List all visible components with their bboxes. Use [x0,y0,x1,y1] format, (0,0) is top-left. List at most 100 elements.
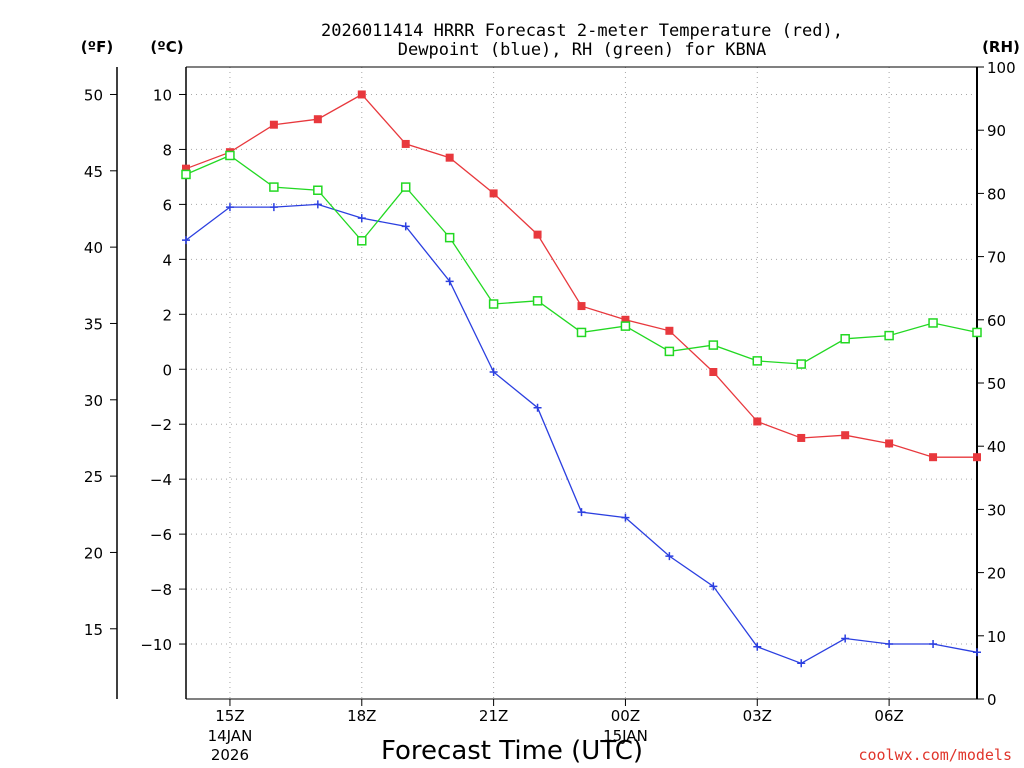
celsius-tick-label: 4 [162,251,172,269]
dewpoint-point-1 [225,203,234,212]
fahrenheit-tick-label: 45 [84,163,103,181]
celsius-unit-label: (ºC) [150,38,183,56]
rh-tick-label: 20 [987,565,1006,583]
dewpoint-point-8 [533,403,542,412]
celsius-tick-label: 2 [162,306,172,324]
celsius-tick-label: −2 [150,416,172,434]
fahrenheit-tick-label: 50 [84,86,103,104]
rh-point-7 [488,299,499,309]
temperature-point-4 [357,90,366,99]
celsius-tick-label: −4 [150,471,172,489]
temperature-point-14 [797,433,806,442]
rh-point-10 [620,321,631,331]
temperature-point-15 [841,431,850,440]
temperature-point-16 [885,439,894,448]
x-axis-title: Forecast Time (UTC) [381,736,643,766]
dewpoint-point-16 [885,640,894,649]
fahrenheit-tick-label: 40 [84,239,103,257]
rh-tick-label: 60 [987,312,1006,330]
rh-point-6 [444,232,455,243]
rh-tick-label: 40 [987,438,1006,456]
rh-tick-label: 90 [987,122,1006,140]
rh-tick-label: 100 [987,59,1016,77]
axes: −10 −8 −6 −4 −2 0 2 4 6 8 10 15 20 25 30 35 40 45 50 0 10 20 3… [84,59,1016,764]
dewpoint-point-17 [929,640,938,649]
x-tick-date: 14JAN [208,727,253,745]
dewpoint-point-12 [709,582,718,591]
source-credit: coolwx.com/models [858,746,1012,764]
rh-point-9 [576,327,587,338]
temperature-point-10 [621,315,630,324]
temperature-point-2 [269,120,278,129]
rh-tick-label: 80 [987,185,1006,203]
chart-title-line-1: 2026011414 HRRR Forecast 2-meter Tempera… [321,21,843,41]
temperature-point-12 [709,368,718,377]
temperature-point-8 [533,230,542,239]
x-tick-label: 21Z [479,707,508,725]
dewpoint-point-18 [973,648,981,657]
temperature-point-0 [182,164,190,173]
fahrenheit-tick-label: 30 [84,392,103,410]
dewpoint-point-11 [665,552,674,561]
temperature-series-line [185,93,977,458]
dewpoint-point-6 [445,277,454,286]
celsius-tick-label: 10 [153,86,172,104]
chart-title-line-2: Dewpoint (blue), RH (green) for KBNA [398,40,766,60]
rh-point-15 [840,334,850,344]
x-tick-date: 15JAN [603,727,648,745]
data-series [181,90,982,668]
dewpoint-point-2 [269,203,278,212]
rh-point-16 [884,330,894,341]
rh-point-2 [269,182,279,192]
temperature-point-13 [753,417,762,426]
rh-point-0 [181,169,191,180]
dewpoint-point-15 [841,634,850,643]
rh-point-4 [357,236,367,246]
rh-point-5 [400,182,411,192]
dewpoint-point-5 [401,222,410,231]
temperature-point-17 [929,453,938,462]
rh-tick-label: 70 [987,249,1006,267]
fahrenheit-unit-label: (ºF) [81,38,113,56]
temperature-point-9 [577,302,586,311]
temperature-point-3 [313,115,322,124]
rh-tick-label: 0 [987,691,997,709]
fahrenheit-tick-label: 20 [84,544,103,562]
rh-point-3 [313,185,323,195]
dewpoint-point-13 [753,642,762,651]
temperature-point-7 [489,189,498,198]
dewpoint-series-line [185,203,978,665]
fahrenheit-tick-label: 25 [84,468,103,486]
rh-tick-label: 30 [987,501,1006,519]
dewpoint-point-14 [797,659,806,668]
dewpoint-point-9 [577,508,586,517]
dewpoint-point-0 [182,236,190,245]
dewpoint-point-3 [313,200,322,209]
dewpoint-point-4 [357,214,366,223]
celsius-tick-label: 8 [162,141,172,159]
temperature-point-11 [665,326,674,335]
celsius-tick-label: 0 [162,361,172,379]
x-tick-label: 06Z [874,707,903,725]
rh-point-13 [752,356,763,366]
x-tick-year: 2026 [211,746,249,764]
rh-point-12 [708,340,719,350]
temperature-point-6 [445,153,454,162]
rh-tick-label: 50 [987,375,1006,393]
x-tick-label: 18Z [347,707,376,725]
rh-point-18 [972,327,982,338]
x-tick-label: 03Z [743,707,772,725]
grid-lines [186,67,977,699]
dewpoint-point-10 [621,513,630,522]
rh-tick-label: 10 [987,628,1006,646]
rh-point-11 [664,346,675,357]
x-tick-label: 00Z [611,707,640,725]
rh-point-17 [928,318,938,328]
fahrenheit-tick-label: 35 [84,315,103,333]
rh-point-8 [532,296,543,306]
celsius-tick-label: 6 [162,196,172,214]
celsius-tick-label: −10 [140,636,172,654]
dewpoint-point-7 [489,368,498,377]
celsius-tick-label: −6 [150,526,172,544]
